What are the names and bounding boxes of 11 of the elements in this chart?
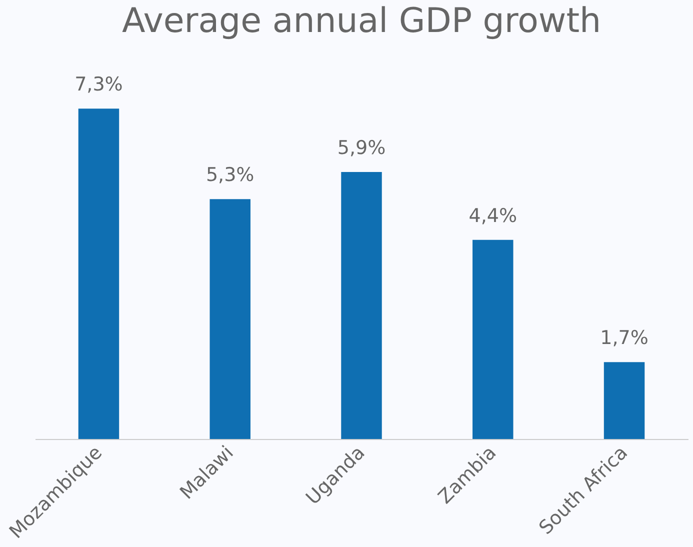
data-label: 5,3%: [206, 164, 254, 186]
bar: [210, 199, 250, 439]
data-label: 4,4%: [468, 204, 518, 227]
data-label: 1,7%: [600, 327, 648, 350]
bar: [341, 172, 382, 439]
chart-title: Average annual GDP growth: [122, 1, 602, 41]
data-label: 7,3%: [74, 74, 123, 96]
bar: [604, 362, 645, 439]
bar: [472, 240, 514, 439]
data-label: 5,9%: [337, 137, 386, 159]
bar: [78, 108, 120, 439]
